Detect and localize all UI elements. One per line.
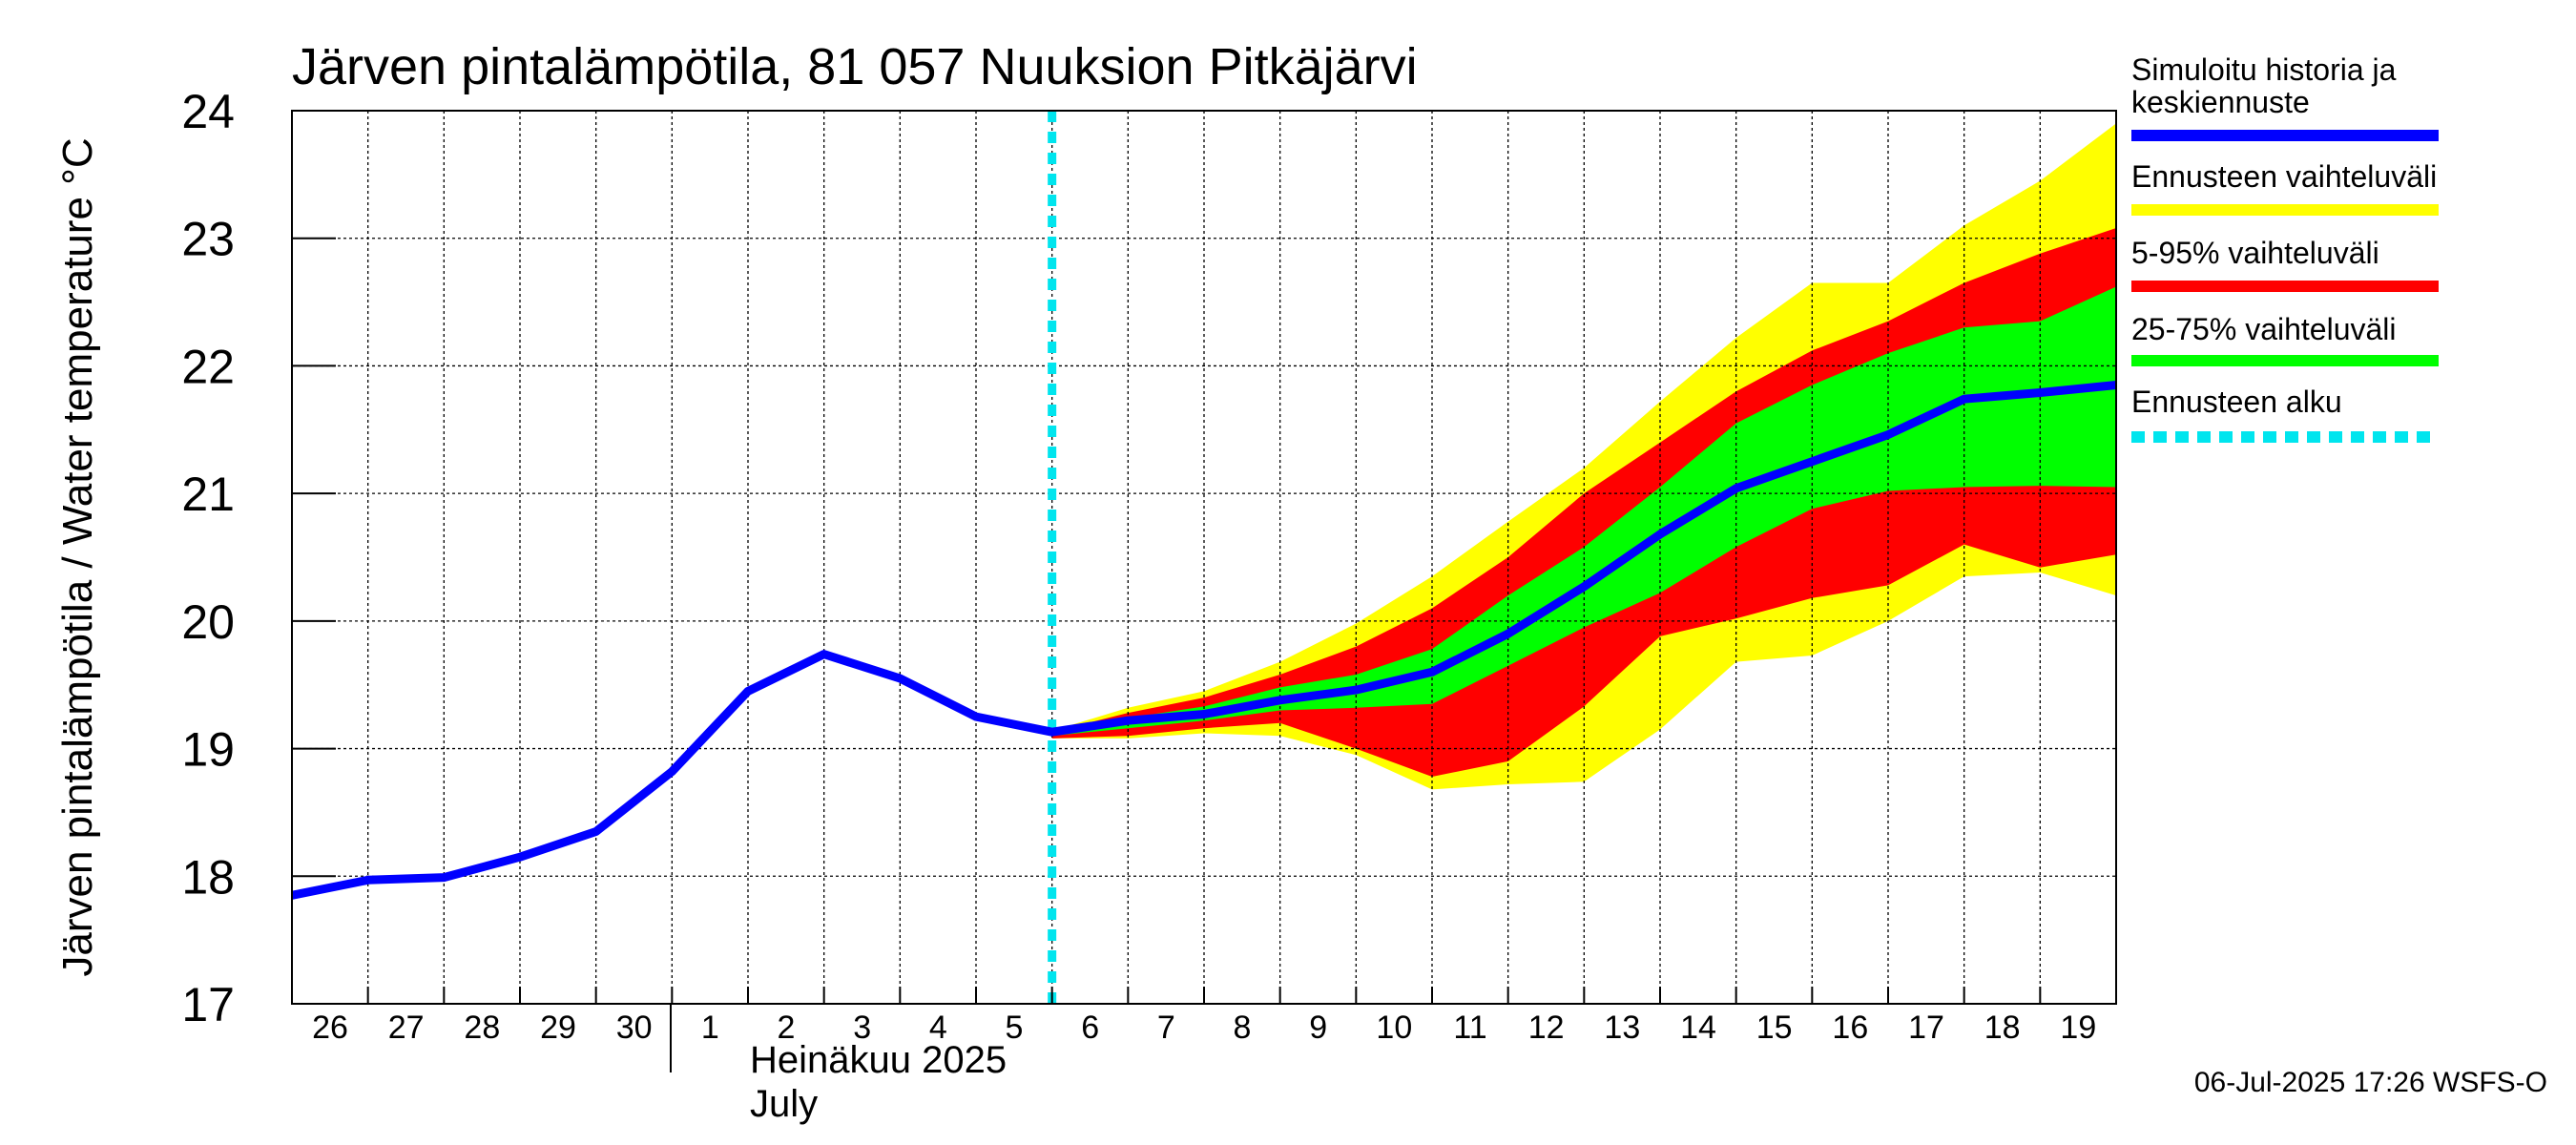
x-tick-label: 17 — [1908, 1010, 1944, 1046]
x-tick-label: 4 — [929, 1010, 947, 1046]
legend-label-median: Simuloitu historia ja keskiennuste — [2131, 52, 2397, 119]
x-axis: 26 27 28 29 30 1 2 3 4 5 6 7 8 9 10 11 12 13 14 15 16 17 18 19 — [291, 987, 2096, 1046]
y-tick-label: 22 — [181, 340, 235, 393]
y-axis-label: Järven pintalämpötila / Water temperatur… — [54, 137, 101, 976]
legend-label-forecast-start: Ennusteen alku — [2131, 385, 2342, 419]
x-tick-label: 26 — [312, 1010, 348, 1046]
band-full-range — [1051, 123, 2116, 790]
x-tick-label: 16 — [1832, 1010, 1868, 1046]
x-tick-label: 19 — [2060, 1010, 2096, 1046]
x-tick-label: 11 — [1453, 1010, 1486, 1046]
median-line — [291, 381, 2117, 900]
legend: Simuloitu historia ja keskiennuste Ennuste… — [2131, 52, 2439, 443]
x-tick-label: 28 — [464, 1010, 500, 1046]
x-tick-label: 3 — [853, 1010, 871, 1046]
y-tick-label: 23 — [181, 213, 235, 266]
x-tick-label: 13 — [1604, 1010, 1640, 1046]
y-tick-label: 24 — [181, 85, 235, 138]
x-tick-label: 29 — [540, 1010, 576, 1046]
x-tick-label: 18 — [1984, 1010, 2021, 1046]
x-tick-label: 27 — [388, 1010, 425, 1046]
x-tick-label: 15 — [1756, 1010, 1793, 1046]
x-tick-label: 6 — [1081, 1010, 1099, 1046]
y-tick-label: 18 — [181, 850, 235, 904]
legend-label-p5-95: 5-95% vaihteluväli — [2131, 236, 2379, 270]
x-tick-label: 10 — [1376, 1010, 1412, 1046]
x-tick-label: 14 — [1680, 1010, 1716, 1046]
footer-timestamp: 06-Jul-2025 17:26 WSFS-O — [2194, 1067, 2547, 1098]
y-tick-label: 19 — [181, 723, 235, 777]
month-label-fi: Heinäkuu 2025 — [750, 1039, 1007, 1081]
band-p25-75 — [1051, 286, 2116, 737]
x-tick-label: 2 — [778, 1010, 796, 1046]
chart-title: Järven pintalämpötila, 81 057 Nuuksion P… — [292, 38, 1418, 95]
y-tick-label: 17 — [181, 978, 235, 1031]
month-label-en: July — [750, 1083, 818, 1125]
x-tick-label: 12 — [1528, 1010, 1565, 1046]
x-tick-label: 1 — [701, 1010, 719, 1046]
x-tick-label: 8 — [1234, 1010, 1252, 1046]
legend-label-full-range: Ennusteen vaihteluväli — [2131, 159, 2437, 194]
y-tick-label: 21 — [181, 468, 235, 521]
x-tick-label: 7 — [1157, 1010, 1175, 1046]
y-axis: 17 18 19 20 21 22 23 24 — [181, 85, 336, 1031]
x-tick-label: 5 — [1006, 1010, 1024, 1046]
y-tick-label: 20 — [181, 595, 235, 649]
x-tick-label: 30 — [616, 1010, 653, 1046]
legend-label-p25-75: 25-75% vaihteluväli — [2131, 312, 2397, 346]
grid — [292, 111, 2116, 1004]
series-lines — [291, 111, 2117, 1004]
x-tick-label: 9 — [1309, 1010, 1327, 1046]
